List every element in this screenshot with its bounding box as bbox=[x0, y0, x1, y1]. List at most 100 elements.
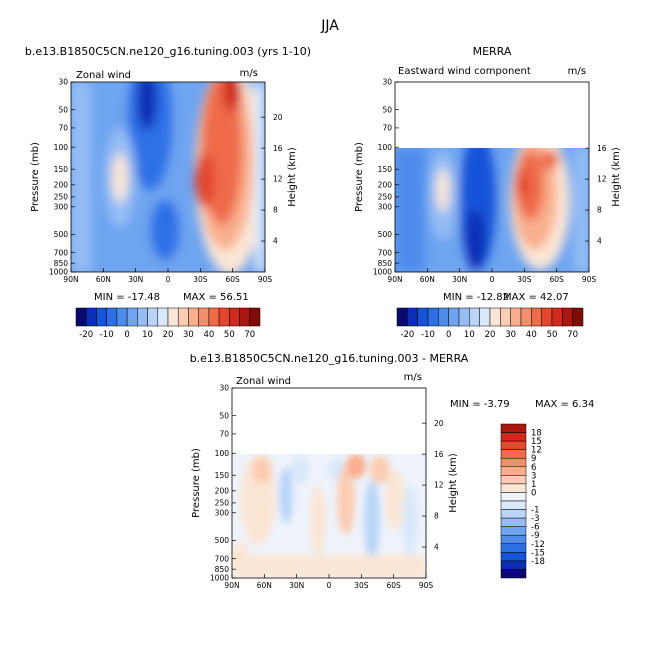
height-tick-label: 12 bbox=[434, 481, 444, 490]
panel-obs-units: m/s bbox=[568, 66, 586, 77]
panel-diff-units: m/s bbox=[404, 372, 422, 383]
y-tick-label: 30 bbox=[58, 78, 68, 87]
y-tick-label: 850 bbox=[378, 259, 393, 268]
colorbar-swatch bbox=[198, 307, 210, 327]
figure-title: JJA bbox=[320, 18, 339, 34]
x-tick-label: 30S bbox=[193, 275, 208, 284]
height-tick-label: 4 bbox=[434, 543, 439, 552]
colorbar-label: 0 bbox=[446, 330, 451, 340]
colorbar-swatch bbox=[500, 432, 527, 442]
colorbar-label: -10 bbox=[100, 330, 114, 340]
colorbar-swatch bbox=[229, 307, 240, 327]
y-tick-label: 30 bbox=[219, 384, 229, 393]
x-tick-label: 30N bbox=[289, 581, 304, 590]
colorbar-label: 70 bbox=[567, 330, 578, 340]
height-tick-label: 8 bbox=[273, 206, 278, 215]
height-tick-label: 20 bbox=[273, 113, 283, 122]
colorbar-label: 70 bbox=[244, 330, 255, 340]
y-tick-label: 500 bbox=[378, 230, 393, 239]
y-tick-label: 850 bbox=[215, 565, 230, 574]
y-tick-label: 700 bbox=[215, 554, 230, 563]
x-tick-label: 60S bbox=[550, 275, 565, 284]
colorbar-swatch bbox=[551, 307, 563, 327]
colorbar-swatch bbox=[188, 307, 199, 327]
x-tick-label: 30N bbox=[128, 275, 143, 284]
colorbar-swatch bbox=[520, 307, 532, 327]
y-tick-label: 700 bbox=[54, 248, 69, 257]
colorbar-label: 40 bbox=[526, 330, 537, 340]
panel-diff-min: MIN = -3.79 bbox=[450, 399, 510, 410]
colorbar-label: 6 bbox=[531, 463, 536, 473]
colorbar-label: -10 bbox=[421, 330, 435, 340]
colorbar-swatch bbox=[126, 307, 138, 327]
colorbar-label: 3 bbox=[531, 471, 536, 481]
colorbar-swatch bbox=[500, 526, 527, 536]
colorbar-label: 20 bbox=[163, 330, 174, 340]
y-tick-label: 100 bbox=[215, 449, 230, 458]
y-tick-label: 50 bbox=[219, 411, 229, 420]
y-tick-label: 30 bbox=[382, 78, 392, 87]
colorbar-swatch bbox=[427, 307, 439, 327]
colorbar-label: 10 bbox=[142, 330, 153, 340]
panel-obs-min: MIN = -12.82 bbox=[443, 292, 509, 303]
y-tick-label: 200 bbox=[378, 180, 393, 189]
x-tick-label: 60N bbox=[257, 581, 272, 590]
y-tick-label: 300 bbox=[54, 202, 69, 211]
panel-obs-field bbox=[395, 82, 589, 272]
panel-obs: MERRA Eastward wind component m/s bbox=[394, 45, 590, 273]
height-tick-label: 8 bbox=[434, 512, 439, 521]
colorbar-label: -15 bbox=[531, 548, 545, 558]
colorbar-swatch bbox=[96, 307, 107, 327]
colorbar-swatch bbox=[562, 307, 573, 327]
colorbar-label: 1 bbox=[531, 480, 536, 490]
y-tick-label: 100 bbox=[54, 143, 69, 152]
x-tick-label: 60S bbox=[387, 581, 402, 590]
y-axis-label-right: Height (km) bbox=[448, 453, 459, 513]
x-tick-label: 30S bbox=[354, 581, 369, 590]
x-tick-label: 90S bbox=[582, 275, 597, 284]
y-tick-label: 700 bbox=[378, 248, 393, 257]
colorbar-swatch bbox=[510, 307, 522, 327]
x-tick-label: 90N bbox=[387, 275, 402, 284]
colorbar-label: 10 bbox=[464, 330, 475, 340]
panel-obs-max: MAX = 42.07 bbox=[503, 292, 569, 303]
y-axis-label: Pressure (mb) bbox=[191, 448, 202, 518]
height-tick-label: 4 bbox=[273, 237, 278, 246]
colorbar-swatch bbox=[500, 483, 527, 493]
x-tick-label: 60S bbox=[226, 275, 241, 284]
y-tick-label: 250 bbox=[378, 192, 393, 201]
colorbar-swatch bbox=[479, 307, 491, 327]
colorbar-swatch bbox=[106, 307, 118, 327]
y-axis-label-right: Height (km) bbox=[287, 147, 298, 207]
y-tick-label: 70 bbox=[219, 430, 229, 439]
panel-model-field bbox=[71, 82, 265, 272]
colorbar-swatch bbox=[500, 492, 527, 502]
colorbar-label: 12 bbox=[531, 446, 542, 456]
height-tick-label: 12 bbox=[597, 175, 607, 184]
colorbar-swatch bbox=[500, 440, 527, 450]
y-tick-label: 200 bbox=[215, 486, 230, 495]
colorbar-swatch bbox=[396, 307, 408, 327]
colorbar-label: 40 bbox=[203, 330, 214, 340]
colorbar-swatch bbox=[500, 517, 527, 527]
colorbar-label: 30 bbox=[183, 330, 194, 340]
colorbar-swatch bbox=[407, 307, 418, 327]
y-axis-label-right: Height (km) bbox=[611, 147, 622, 207]
colorbar-swatch bbox=[448, 307, 460, 327]
y-axis-label: Pressure (mb) bbox=[30, 142, 41, 212]
colorbar-swatch bbox=[218, 307, 230, 327]
y-tick-label: 70 bbox=[58, 124, 68, 133]
colorbar-label: 9 bbox=[531, 454, 536, 464]
colorbar-swatch bbox=[500, 500, 527, 510]
height-tick-label: 12 bbox=[273, 175, 283, 184]
x-tick-label: 60N bbox=[420, 275, 435, 284]
colorbar-label: 15 bbox=[531, 437, 542, 447]
colorbar-swatch bbox=[417, 307, 429, 327]
x-tick-label: 90N bbox=[224, 581, 239, 590]
x-tick-label: 90S bbox=[419, 581, 434, 590]
colorbar-label: 30 bbox=[505, 330, 516, 340]
colorbar-swatch bbox=[500, 509, 527, 519]
y-tick-label: 1000 bbox=[210, 574, 229, 583]
y-tick-label: 150 bbox=[54, 165, 69, 174]
